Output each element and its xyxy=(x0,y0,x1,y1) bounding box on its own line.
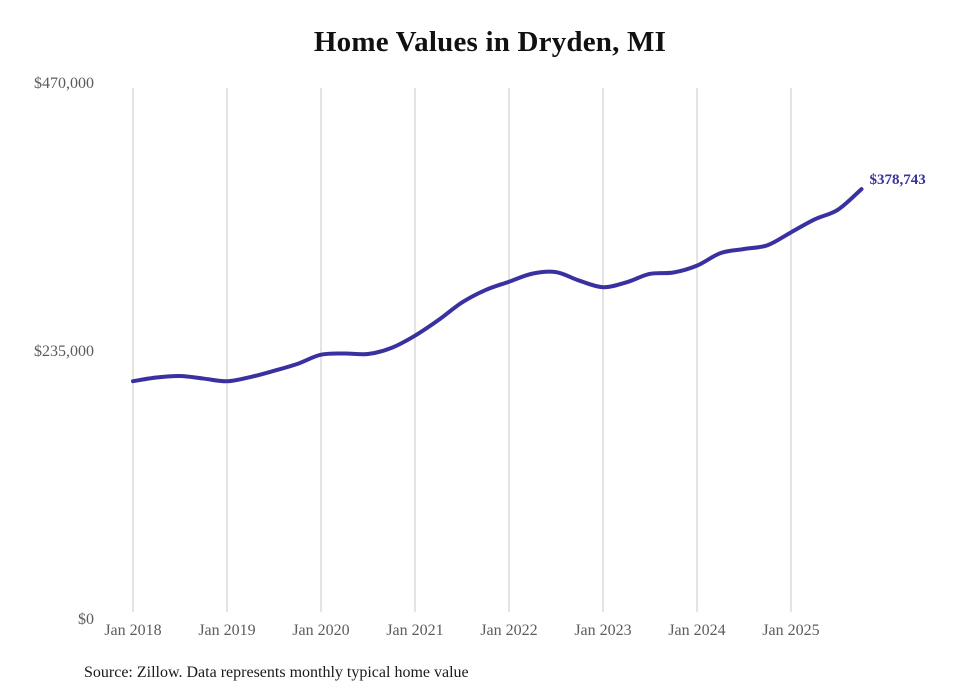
y-tick-label: $235,000 xyxy=(34,343,94,360)
gridlines-group xyxy=(132,88,792,612)
chart-title: Home Values in Dryden, MI xyxy=(313,26,667,58)
x-tick-label: Jan 2018 xyxy=(104,622,162,639)
y-tick-label: $470,000 xyxy=(34,75,94,92)
x-tick-label: Jan 2021 xyxy=(386,622,444,639)
x-tick-label: Jan 2019 xyxy=(198,622,256,639)
x-tick-label: Jan 2025 xyxy=(762,622,820,639)
x-tick-label: Jan 2023 xyxy=(574,622,632,639)
x-tick-label: Jan 2022 xyxy=(480,622,538,639)
y-tick-label: $0 xyxy=(78,611,94,628)
x-tick-label: Jan 2024 xyxy=(668,622,726,639)
series-line-typical-home-value xyxy=(131,187,864,384)
x-tick-label: Jan 2020 xyxy=(292,622,350,639)
end-value-annotation: $378,743 xyxy=(869,172,926,189)
source-note: Source: Zillow. Data represents monthly … xyxy=(84,664,469,681)
